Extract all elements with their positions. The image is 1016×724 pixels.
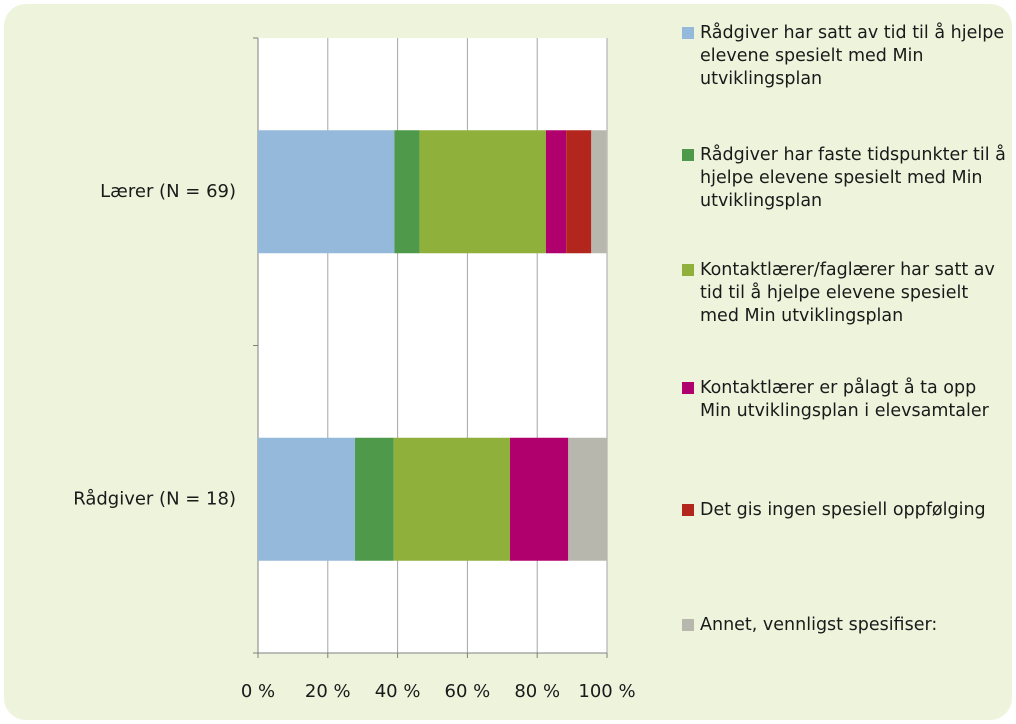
bar-segment: [509, 437, 569, 561]
legend-swatch: [682, 619, 694, 631]
bar-segment: [355, 437, 394, 561]
legend-entry: Annet, vennligst spesifiser:: [682, 614, 1010, 637]
bar-segment: [393, 437, 510, 561]
legend-swatch: [682, 27, 694, 39]
legend-label: Kontaktlærer er pålagt å ta opp Min utvi…: [700, 378, 989, 421]
bar-segment: [258, 130, 395, 254]
legend-label: Det gis ingen spesiell oppfølging: [700, 500, 986, 520]
legend-swatch: [682, 382, 694, 394]
bar-segment: [394, 130, 420, 254]
legend-entry: Kontaktlærer er pålagt å ta opp Min utvi…: [682, 377, 1010, 423]
legend-label: Rådgiver har faste tidspunkter til å hje…: [700, 145, 1006, 211]
bar-segment: [258, 437, 356, 561]
legend-swatch: [682, 149, 694, 161]
y-tick-label: Lærer (N = 69): [100, 181, 236, 202]
x-tick-label: 20 %: [305, 681, 351, 702]
legend-entry: Rådgiver har satt av tid til å hjelpe el…: [682, 22, 1010, 91]
bar-segment: [419, 130, 546, 254]
legend-swatch: [682, 264, 694, 276]
x-tick-label: 100 %: [578, 681, 635, 702]
legend-label: Kontaktlærer/faglærer har satt av tid ti…: [700, 260, 995, 326]
legend-label: Rådgiver har satt av tid til å hjelpe el…: [700, 23, 1005, 89]
legend-entry: Det gis ingen spesiell oppfølging: [682, 499, 1010, 522]
bar-segment: [591, 130, 607, 254]
x-tick-label: 60 %: [445, 681, 491, 702]
y-tick-label: Rådgiver (N = 18): [73, 488, 236, 509]
bar-segment: [545, 130, 567, 254]
legend-entry: Rådgiver har faste tidspunkter til å hje…: [682, 144, 1010, 213]
legend-entry: Kontaktlærer/faglærer har satt av tid ti…: [682, 259, 1010, 328]
x-tick-label: 80 %: [514, 681, 560, 702]
bar-segment: [566, 130, 592, 254]
legend-swatch: [682, 504, 694, 516]
x-tick-label: 0 %: [241, 681, 275, 702]
bar-segment: [568, 437, 607, 561]
x-tick-label: 40 %: [375, 681, 421, 702]
legend-label: Annet, vennligst spesifiser:: [700, 615, 938, 635]
